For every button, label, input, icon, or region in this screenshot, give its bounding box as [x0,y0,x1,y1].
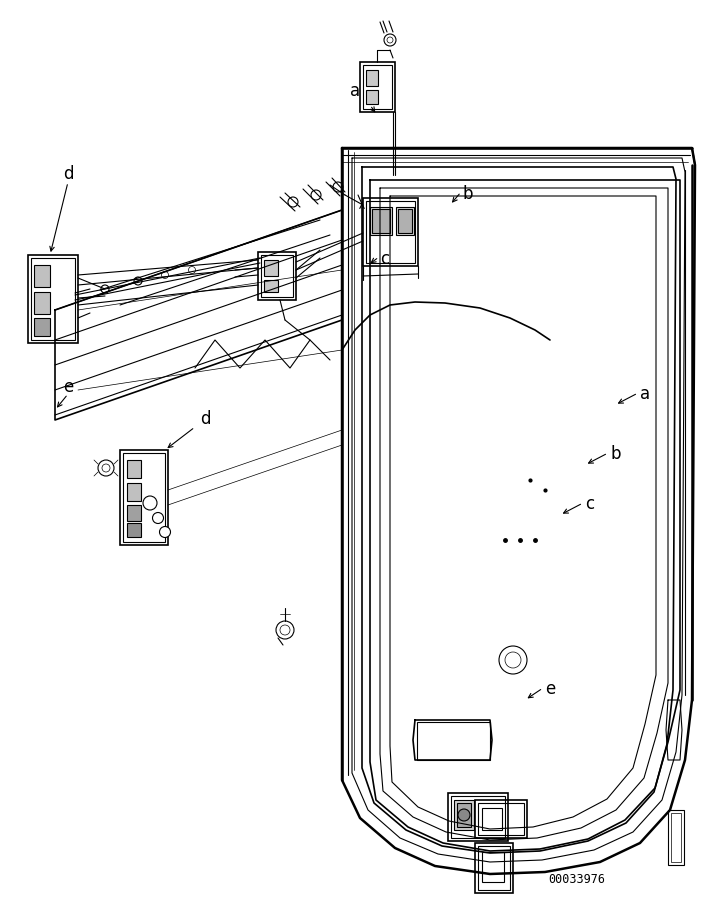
Circle shape [143,496,157,510]
Text: d: d [63,165,73,183]
Text: b: b [610,445,620,463]
Bar [127,483,141,501]
Bar [264,280,278,292]
Circle shape [102,464,110,472]
Bar [668,810,684,865]
Bar [127,505,141,521]
Bar [366,70,378,86]
Bar [366,90,378,104]
Bar [127,523,141,537]
Bar [258,252,296,300]
Circle shape [101,285,109,293]
Text: b: b [462,185,472,203]
Bar [372,209,390,233]
Circle shape [384,34,396,46]
Bar [417,722,490,760]
Bar [264,260,278,276]
Bar [31,258,75,340]
Text: 00033976: 00033976 [548,873,605,886]
Circle shape [98,460,114,476]
Circle shape [276,621,294,639]
Circle shape [134,277,142,285]
Text: e: e [545,680,556,698]
Bar [34,265,50,287]
Bar [454,800,474,830]
Bar [360,62,395,112]
Bar [261,255,293,297]
Text: d: d [200,410,211,428]
Bar [120,450,168,545]
Bar [363,198,418,266]
Bar [482,852,504,882]
Bar [123,453,165,542]
Bar [396,207,414,235]
Circle shape [188,266,195,274]
Circle shape [161,272,168,278]
Bar [478,846,510,890]
Bar [482,808,502,830]
Bar [28,255,78,343]
Text: c: c [380,250,389,268]
Bar [671,813,681,862]
Circle shape [311,190,321,200]
Bar [451,796,505,838]
Text: c: c [585,495,594,513]
Bar [370,207,392,235]
Bar [366,201,415,263]
Bar [448,793,508,841]
Circle shape [288,197,298,207]
Circle shape [333,182,343,192]
Text: a: a [350,82,360,100]
Circle shape [458,809,470,821]
Circle shape [280,625,290,635]
Bar [127,460,141,478]
Text: e: e [63,378,73,396]
Bar [475,800,527,838]
Bar [398,209,412,233]
Bar [34,318,50,336]
Circle shape [159,526,171,537]
Bar [475,843,513,893]
Bar [457,803,471,827]
Text: a: a [640,385,650,403]
Bar [34,292,50,314]
Circle shape [152,513,164,524]
Circle shape [387,37,393,43]
Bar [478,803,524,835]
Bar [363,65,392,109]
